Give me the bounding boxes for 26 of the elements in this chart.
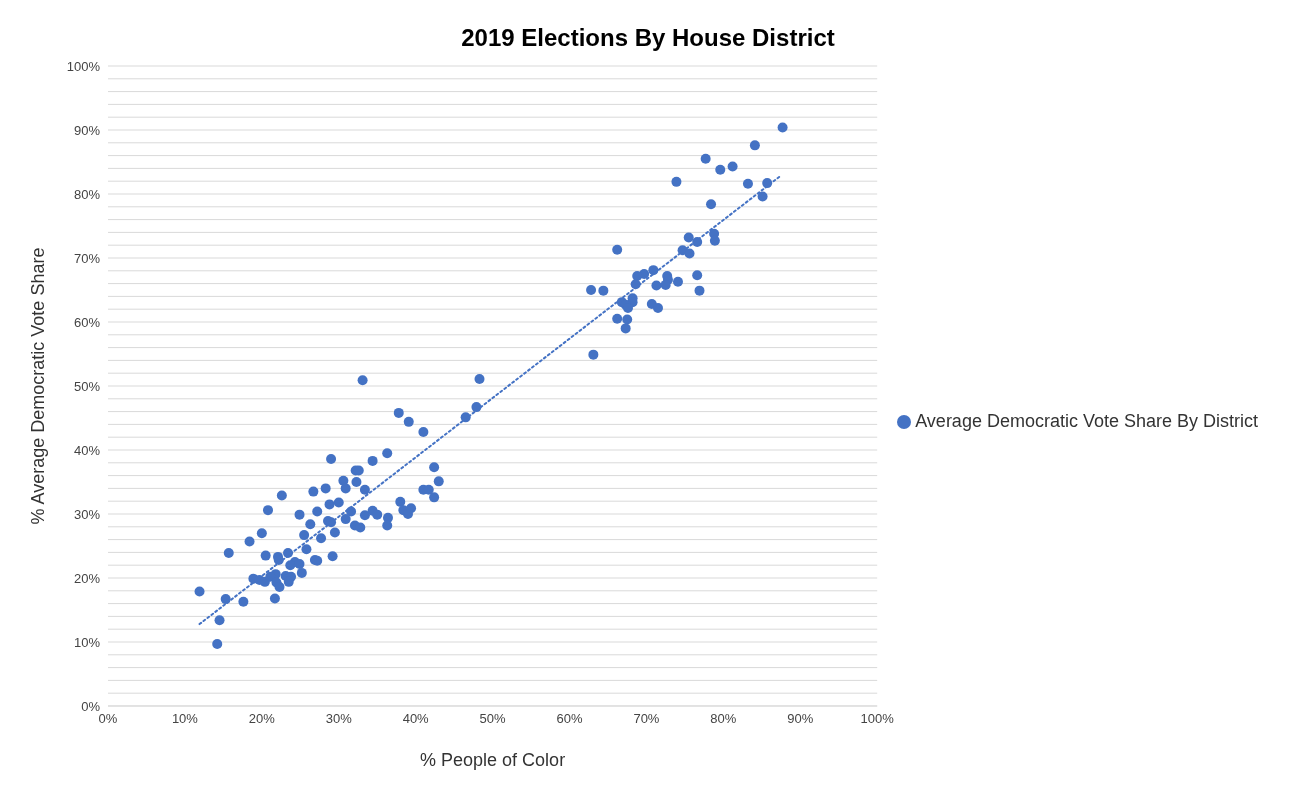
x-tick-label: 100% [860, 711, 895, 727]
x-tick-label: 90% [787, 711, 814, 727]
y-tick-label: 50% [73, 378, 101, 394]
y-tick-label: 30% [73, 506, 101, 522]
x-tick-label: 20% [248, 711, 276, 727]
y-tick-label: 70% [73, 250, 101, 266]
x-axis-title: % People of Color [420, 750, 566, 770]
x-tick-label: 60% [556, 711, 583, 727]
y-axis-title: % Average Democratic Vote Share [28, 247, 49, 525]
y-tick-label: 90% [73, 122, 101, 138]
x-tick-label: 70% [633, 711, 660, 727]
chart-title: 2019 Elections By House District [460, 23, 836, 53]
y-tick-label: 10% [73, 634, 101, 650]
legend-label: Average Democratic Vote Share By District [915, 410, 1258, 431]
y-tick-label: 80% [73, 186, 101, 202]
y-tick-label: 40% [73, 442, 101, 458]
x-tick-label: 0% [98, 711, 118, 727]
x-tick-label: 10% [171, 711, 199, 727]
y-tick-label: 0% [81, 698, 101, 714]
y-tick-label: 60% [73, 314, 101, 330]
x-tick-label: 40% [402, 711, 430, 727]
x-tick-label: 80% [710, 711, 737, 727]
y-tick-label: 20% [73, 570, 101, 586]
x-tick-label: 50% [479, 711, 507, 727]
x-tick-label: 30% [325, 711, 353, 727]
y-tick-label: 100% [66, 58, 101, 74]
